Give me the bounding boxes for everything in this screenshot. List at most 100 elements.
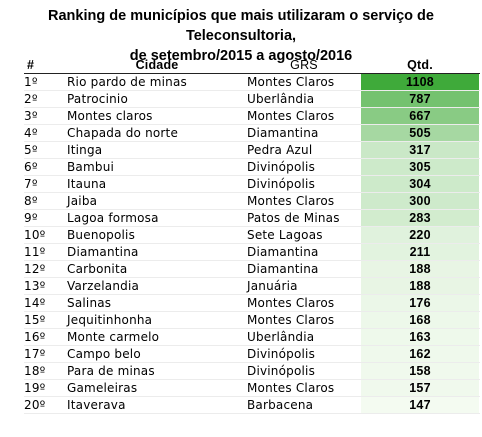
row-grs: Uberlândia: [247, 330, 315, 344]
row-rank: 7º: [24, 177, 38, 191]
row-qtd: 305: [361, 159, 479, 175]
table-row: 5º Itinga Pedra Azul 317: [24, 142, 480, 159]
row-grs: Montes Claros: [247, 109, 335, 123]
row-qtd: 317: [361, 142, 479, 158]
row-qtd: 158: [361, 363, 479, 379]
row-grs: Divinópolis: [247, 364, 316, 378]
table-row: 1º Rio pardo de minas Montes Claros 1108: [24, 74, 480, 91]
table-row: 13º Varzelandia Januária 188: [24, 278, 480, 295]
row-city: Itinga: [67, 143, 103, 157]
row-qtd: 188: [361, 261, 479, 277]
row-qtd: 176: [361, 295, 479, 311]
table-header: # Cidade GRS Qtd. Teleconsultorias: [24, 57, 480, 88]
row-qtd: 300: [361, 193, 479, 209]
row-rank: 1º: [24, 75, 38, 89]
row-city: Diamantina: [67, 245, 139, 259]
table-row: 11º Diamantina Diamantina 211: [24, 244, 480, 261]
table-row: 15º Jequitinhonha Montes Claros 168: [24, 312, 480, 329]
row-grs: Pedra Azul: [247, 143, 313, 157]
row-city: Jaiba: [67, 194, 98, 208]
row-city: Rio pardo de minas: [67, 75, 187, 89]
row-qtd: 168: [361, 312, 479, 328]
table-row: 10º Buenopolis Sete Lagoas 220: [24, 227, 480, 244]
row-grs: Diamantina: [247, 126, 319, 140]
row-grs: Divinópolis: [247, 347, 316, 361]
row-grs: Barbacena: [247, 398, 314, 412]
row-rank: 12º: [24, 262, 46, 276]
title-line-1: Ranking de municípios que mais utilizara…: [48, 8, 434, 44]
table-row: 19º Gameleiras Montes Claros 157: [24, 380, 480, 397]
header-city: Cidade: [135, 58, 179, 72]
table-row: 20º Itaverava Barbacena 147: [24, 397, 480, 414]
row-city: Varzelandia: [67, 279, 140, 293]
row-rank: 2º: [24, 92, 38, 106]
row-rank: 19º: [24, 381, 46, 395]
page-title: Ranking de municípios que mais utilizara…: [0, 6, 482, 66]
row-city: Gameleiras: [67, 381, 138, 395]
table-row: 16º Monte carmelo Uberlândia 163: [24, 329, 480, 346]
table-row: 14º Salinas Montes Claros 176: [24, 295, 480, 312]
row-grs: Sete Lagoas: [247, 228, 323, 242]
row-qtd: 157: [361, 380, 479, 396]
row-rank: 5º: [24, 143, 38, 157]
table-row: 2º Patrocinio Uberlândia 787: [24, 91, 480, 108]
row-rank: 11º: [24, 245, 46, 259]
row-grs: Montes Claros: [247, 75, 335, 89]
row-city: Patrocinio: [67, 92, 128, 106]
row-city: Lagoa formosa: [67, 211, 159, 225]
row-city: Jequitinhonha: [67, 313, 153, 327]
header-rank: #: [27, 58, 35, 72]
table-row: 8º Jaiba Montes Claros 300: [24, 193, 480, 210]
table-row: 7º Itauna Divinópolis 304: [24, 176, 480, 193]
row-grs: Divinópolis: [247, 177, 316, 191]
header-qtd: Qtd. Teleconsultorias: [369, 58, 470, 88]
row-grs: Januária: [247, 279, 298, 293]
row-qtd: 163: [361, 329, 479, 345]
row-qtd: 147: [361, 397, 479, 413]
row-rank: 6º: [24, 160, 38, 174]
row-city: Para de minas: [67, 364, 155, 378]
row-rank: 17º: [24, 347, 46, 361]
row-city: Montes claros: [67, 109, 153, 123]
row-rank: 10º: [24, 228, 46, 242]
row-city: Itaverava: [67, 398, 126, 412]
row-grs: Montes Claros: [247, 313, 335, 327]
row-city: Monte carmelo: [67, 330, 160, 344]
row-city: Chapada do norte: [67, 126, 179, 140]
table-row: 3º Montes claros Montes Claros 667: [24, 108, 480, 125]
row-qtd: 211: [361, 244, 479, 260]
row-rank: 4º: [24, 126, 38, 140]
title-line-2: de setembro/2015 a agosto/2016: [129, 48, 353, 64]
row-city: Campo belo: [67, 347, 141, 361]
row-qtd: 667: [361, 108, 479, 124]
row-city: Buenopolis: [67, 228, 136, 242]
table-row: 4º Chapada do norte Diamantina 505: [24, 125, 480, 142]
row-rank: 20º: [24, 398, 46, 412]
table-row: 12º Carbonita Diamantina 188: [24, 261, 480, 278]
row-rank: 9º: [24, 211, 38, 225]
table-row: 9º Lagoa formosa Patos de Minas 283: [24, 210, 480, 227]
row-rank: 14º: [24, 296, 46, 310]
row-city: Carbonita: [67, 262, 128, 276]
row-rank: 15º: [24, 313, 46, 327]
row-grs: Uberlândia: [247, 92, 315, 106]
table-row: 17º Campo belo Divinópolis 162: [24, 346, 480, 363]
row-rank: 13º: [24, 279, 46, 293]
row-rank: 8º: [24, 194, 38, 208]
row-city: Itauna: [67, 177, 107, 191]
row-grs: Montes Claros: [247, 296, 335, 310]
row-qtd: 188: [361, 278, 479, 294]
row-qtd: 162: [361, 346, 479, 362]
row-qtd: 505: [361, 125, 479, 141]
row-qtd: 283: [361, 210, 479, 226]
row-grs: Montes Claros: [247, 381, 335, 395]
header-grs: GRS: [290, 58, 318, 72]
row-grs: Montes Claros: [247, 194, 335, 208]
row-qtd: 1108: [361, 74, 479, 90]
row-grs: Diamantina: [247, 245, 319, 259]
table-row: 18º Para de minas Divinópolis 158: [24, 363, 480, 380]
table-row: 6º Bambui Divinópolis 305: [24, 159, 480, 176]
row-rank: 16º: [24, 330, 46, 344]
table-body: 1º Rio pardo de minas Montes Claros 1108 2º P…: [24, 74, 480, 414]
row-grs: Diamantina: [247, 262, 319, 276]
